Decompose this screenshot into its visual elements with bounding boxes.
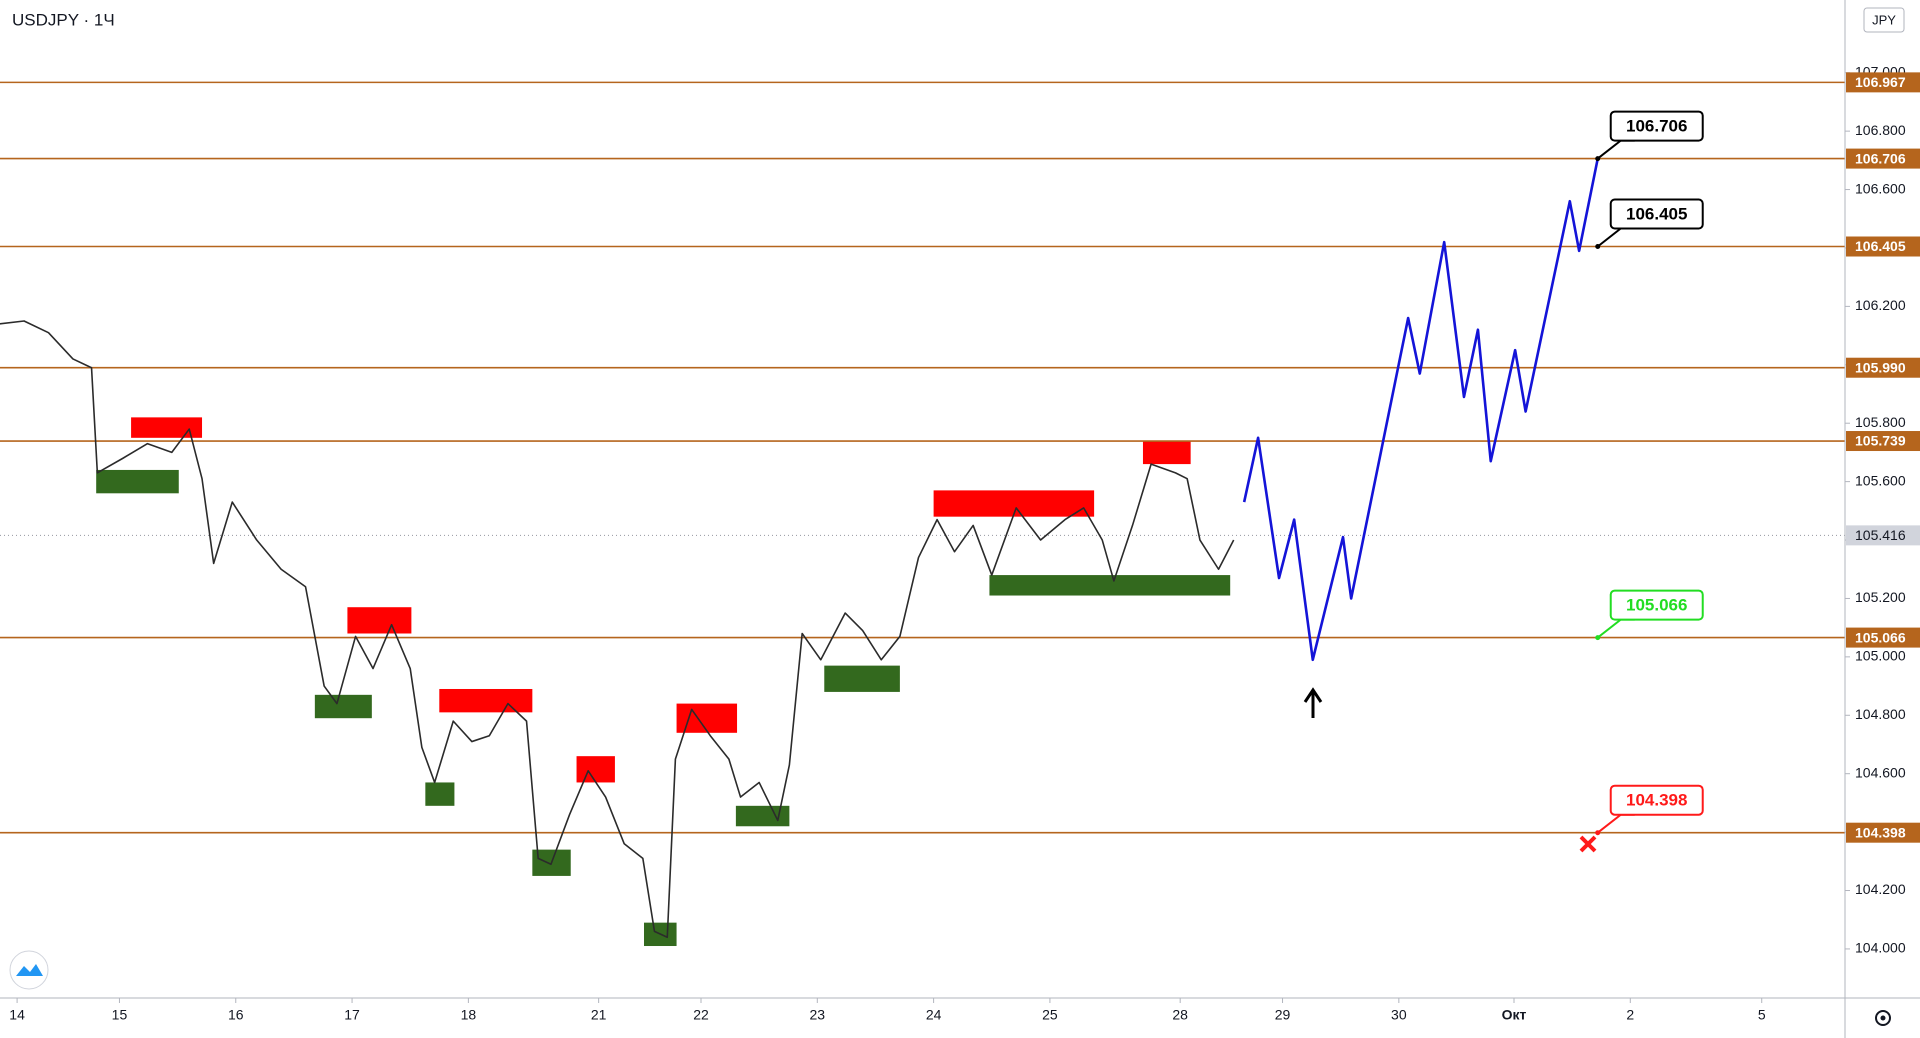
level-label: 104.398 — [1855, 824, 1906, 840]
x-tick-label: 14 — [9, 1007, 25, 1023]
x-tick-label: 21 — [591, 1007, 607, 1023]
callout-label: 105.066 — [1626, 596, 1687, 615]
callout-point — [1595, 830, 1601, 836]
level-label-box — [1846, 148, 1920, 169]
x-tick-label: 2 — [1626, 1007, 1634, 1023]
callout-point — [1595, 635, 1601, 641]
demand-zone — [425, 782, 455, 806]
demand-zone — [96, 469, 179, 494]
x-tick-label: 15 — [112, 1007, 128, 1023]
level-label-box — [1846, 357, 1920, 378]
y-tick-label: 104.800 — [1855, 706, 1906, 722]
callout-box — [1609, 784, 1704, 816]
currency-box[interactable] — [1863, 7, 1905, 33]
level-label-box — [1846, 822, 1920, 843]
stop-cross — [1579, 835, 1597, 853]
y-tick-label: 104.200 — [1855, 881, 1906, 897]
y-tick-label: 104.000 — [1855, 940, 1906, 956]
level-label: 105.990 — [1855, 359, 1906, 375]
supply-zone — [1142, 440, 1191, 465]
level-label: 106.706 — [1855, 150, 1906, 166]
x-tick-label: 5 — [1758, 1007, 1766, 1023]
x-tick-label: 29 — [1275, 1007, 1291, 1023]
supply-zone — [131, 417, 203, 438]
x-tick-label: Окт — [1502, 1007, 1527, 1023]
callout-point — [1595, 156, 1601, 162]
callout-box — [1609, 589, 1704, 621]
logo-circle[interactable] — [9, 950, 49, 990]
callout-label: 106.405 — [1626, 204, 1687, 223]
x-tick-label: 30 — [1391, 1007, 1407, 1023]
supply-zone — [576, 756, 615, 783]
x-tick-label: 23 — [810, 1007, 826, 1023]
y-tick-label: 106.600 — [1855, 180, 1906, 196]
level-label: 106.405 — [1855, 238, 1906, 254]
x-tick-label: 17 — [344, 1007, 360, 1023]
settings-icon[interactable] — [1875, 1010, 1891, 1026]
x-tick-label: 28 — [1172, 1007, 1188, 1023]
supply-zone — [347, 607, 412, 634]
gear-center[interactable] — [1880, 1015, 1886, 1021]
axes: 104.000104.200104.400104.600104.800105.0… — [9, 63, 1920, 1023]
x-tick-label: 22 — [693, 1007, 709, 1023]
arrow-head — [1303, 687, 1323, 703]
supply-zone — [439, 688, 533, 713]
x-tick-label: 25 — [1042, 1007, 1058, 1023]
forecast-line — [1242, 158, 1600, 662]
y-tick-label: 106.200 — [1855, 297, 1906, 313]
level-label-box — [1846, 72, 1920, 93]
level-label: 105.066 — [1855, 629, 1906, 645]
y-tick-label: 105.600 — [1855, 472, 1906, 488]
callout-label: 106.706 — [1626, 117, 1687, 136]
logo-mark[interactable] — [16, 964, 43, 976]
x-tick-label: 18 — [461, 1007, 477, 1023]
callout-box — [1609, 110, 1704, 142]
y-tick-label: 106.800 — [1855, 122, 1906, 138]
last-price-label: 105.416 — [1855, 527, 1906, 543]
callout-box — [1609, 198, 1704, 230]
level-label: 105.739 — [1855, 433, 1906, 449]
y-tick-label: 105.200 — [1855, 589, 1906, 605]
y-tick-label: 104.600 — [1855, 764, 1906, 780]
level-label-box — [1846, 431, 1920, 452]
demand-zone — [824, 665, 900, 692]
callout-point — [1595, 244, 1601, 250]
level-label-box — [1846, 236, 1920, 257]
plot: 106.706 106.405 105.066 104.398 — [0, 81, 1845, 947]
level-label-box — [1846, 627, 1920, 648]
price-line — [0, 320, 1235, 939]
cross-line — [1579, 835, 1597, 853]
x-tick-label: 16 — [228, 1007, 244, 1023]
chart-title: USDJPY · 1Ч — [12, 10, 115, 29]
logo[interactable] — [9, 950, 49, 990]
demand-zone — [314, 694, 372, 719]
arrow-up — [1303, 687, 1323, 718]
x-tick-label: 24 — [926, 1007, 942, 1023]
currency-label[interactable]: JPY — [1872, 12, 1896, 27]
callout-label: 104.398 — [1626, 791, 1687, 810]
y-tick-label: 105.800 — [1855, 414, 1906, 430]
demand-zone — [989, 575, 1231, 596]
gear[interactable] — [1875, 1010, 1891, 1026]
last-price-box — [1846, 525, 1920, 546]
supply-zone — [676, 703, 738, 733]
demand-zone — [735, 805, 790, 827]
level-label: 106.967 — [1855, 74, 1906, 90]
y-tick-label: 105.000 — [1855, 648, 1906, 664]
